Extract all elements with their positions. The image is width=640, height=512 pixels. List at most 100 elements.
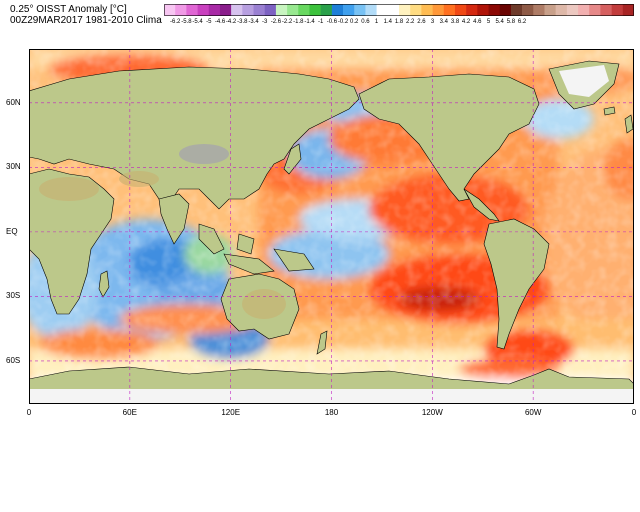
longitude-label: 120W (421, 408, 443, 417)
colorbar-tick-label: -4.6 (214, 19, 226, 25)
colorbar-tick-label: 4.2 (461, 19, 471, 25)
japan (283, 143, 302, 175)
colorbar-tick-label: -1.4 (304, 19, 315, 25)
colorbar-tick-label: -1.8 (293, 19, 304, 25)
new-guinea (273, 248, 315, 272)
colorbar-tick-label: -1 (318, 19, 324, 25)
colorbar-frame (164, 4, 634, 16)
colorbar-swatch (600, 4, 612, 16)
longitude-label: 60E (122, 408, 137, 417)
colorbar-swatch (175, 4, 187, 16)
colorbar-swatch (399, 4, 411, 16)
colorbar-swatch (578, 4, 590, 16)
colorbar-swatch (454, 4, 467, 16)
colorbar-swatch (522, 4, 534, 16)
india (158, 193, 190, 245)
colorbar-tick-label: 3.4 (439, 19, 448, 25)
latitude-label: 60S (6, 356, 21, 365)
colorbar-tick-label: 3 (430, 19, 435, 25)
colorbar-swatch (466, 4, 478, 16)
colorbar-tick-label: -3.8 (237, 19, 248, 25)
colorbar-tick-label: 2.2 (406, 19, 415, 25)
colorbar-swatch (242, 4, 254, 16)
madagascar (98, 270, 110, 298)
latitude-label: 60N (6, 97, 21, 107)
new-zealand (316, 330, 328, 355)
colorbar-swatch (544, 4, 556, 16)
colorbar-swatch (499, 4, 512, 16)
colorbar-swatch (589, 4, 601, 16)
colorbar-swatch (376, 4, 389, 16)
colorbar-swatch (488, 4, 501, 16)
maritime-continent-1 (198, 223, 225, 255)
colorbar-swatch (533, 4, 545, 16)
colorbar-swatch (186, 4, 198, 16)
longitude-label: 120E (221, 408, 241, 417)
iceland (603, 106, 616, 116)
colorbar-tick-label: 0.2 (350, 19, 359, 25)
south-america (483, 218, 550, 350)
color-scale-labels: -6.2 -5.8 -5.4 -5 -4.6 -4.2 -3.8 -3.4 -3 -2.6 -2.2… (164, 19, 634, 29)
longitude-label: 0 (26, 408, 32, 417)
colorbar-swatch (164, 4, 176, 16)
colorbar-tick-label: -5.4 (192, 19, 203, 25)
colorbar-swatch (555, 4, 568, 16)
colorbar-tick-label: -6.2 (170, 19, 181, 25)
colorbar-swatch (287, 4, 299, 16)
colorbar-swatch (477, 4, 489, 16)
colorbar-swatch (387, 4, 400, 16)
colorbar-tick-label: 3.8 (450, 19, 460, 25)
colorbar-swatch (354, 4, 366, 16)
longitude-label: 0 (631, 408, 637, 417)
colorbar-swatch (298, 4, 310, 16)
colorbar-tick-label: -3 (262, 19, 268, 25)
colorbar-tick-label: -2.2 (281, 19, 293, 25)
colorbar-swatch (510, 4, 523, 16)
graticule-lines (29, 49, 634, 404)
africa (29, 168, 115, 315)
colorbar-tick-label: 1.4 (383, 19, 392, 25)
colorbar-tick-label: 5.4 (495, 19, 504, 25)
sst-anomaly-map (29, 49, 634, 404)
central-america (463, 188, 500, 222)
colorbar-swatch (343, 4, 355, 16)
colorbar-swatch (622, 4, 634, 16)
colorbar-tick-label: -0.6 (326, 19, 338, 25)
colorbar-swatch (566, 4, 579, 16)
longitude-label: 180 (324, 408, 339, 417)
colorbar-tick-label: -5 (206, 19, 212, 25)
colorbar-tick-label: -3.4 (248, 19, 259, 25)
map-subtitle: 00Z29MAR2017 1981-2010 Clima (10, 15, 162, 26)
colorbar-tick-label: 2.6 (417, 19, 426, 25)
longitude-label: 60W (524, 408, 542, 417)
colorbar-swatch (264, 4, 277, 16)
colorbar-swatch (432, 4, 445, 16)
latitude-label: 30N (6, 162, 21, 172)
colorbar-swatch (208, 4, 221, 16)
colorbar-tick-label: 4.6 (473, 19, 482, 25)
colorbar-swatch (410, 4, 422, 16)
colorbar-swatch (611, 4, 624, 16)
maritime-continent-2 (223, 253, 275, 275)
colorbar-swatch (365, 4, 377, 16)
colorbar-swatch (421, 4, 433, 16)
colorbar-tick-label: -5.8 (181, 19, 192, 25)
colorbar-swatch (197, 4, 210, 16)
snow-cover (29, 65, 634, 404)
color-scale-bar (164, 4, 634, 16)
map-frame (29, 49, 634, 404)
colorbar-tick-label: -4.2 (225, 19, 237, 25)
colorbar-swatch (275, 4, 288, 16)
colorbar-tick-label: -2.6 (270, 19, 282, 25)
colorbar-swatch (253, 4, 266, 16)
colorbar-tick-label: 1.8 (394, 19, 404, 25)
colorbar-swatch (443, 4, 456, 16)
tibet-highland (179, 144, 229, 164)
colorbar-tick-label: 5 (486, 19, 491, 25)
colorbar-swatch (231, 4, 243, 16)
colorbar-tick-label: 0.6 (361, 19, 370, 25)
map-title: 0.25° OISST Anomaly [°C] (10, 4, 127, 15)
colorbar-swatch (219, 4, 232, 16)
north-america (358, 73, 540, 202)
colorbar-swatch (331, 4, 344, 16)
